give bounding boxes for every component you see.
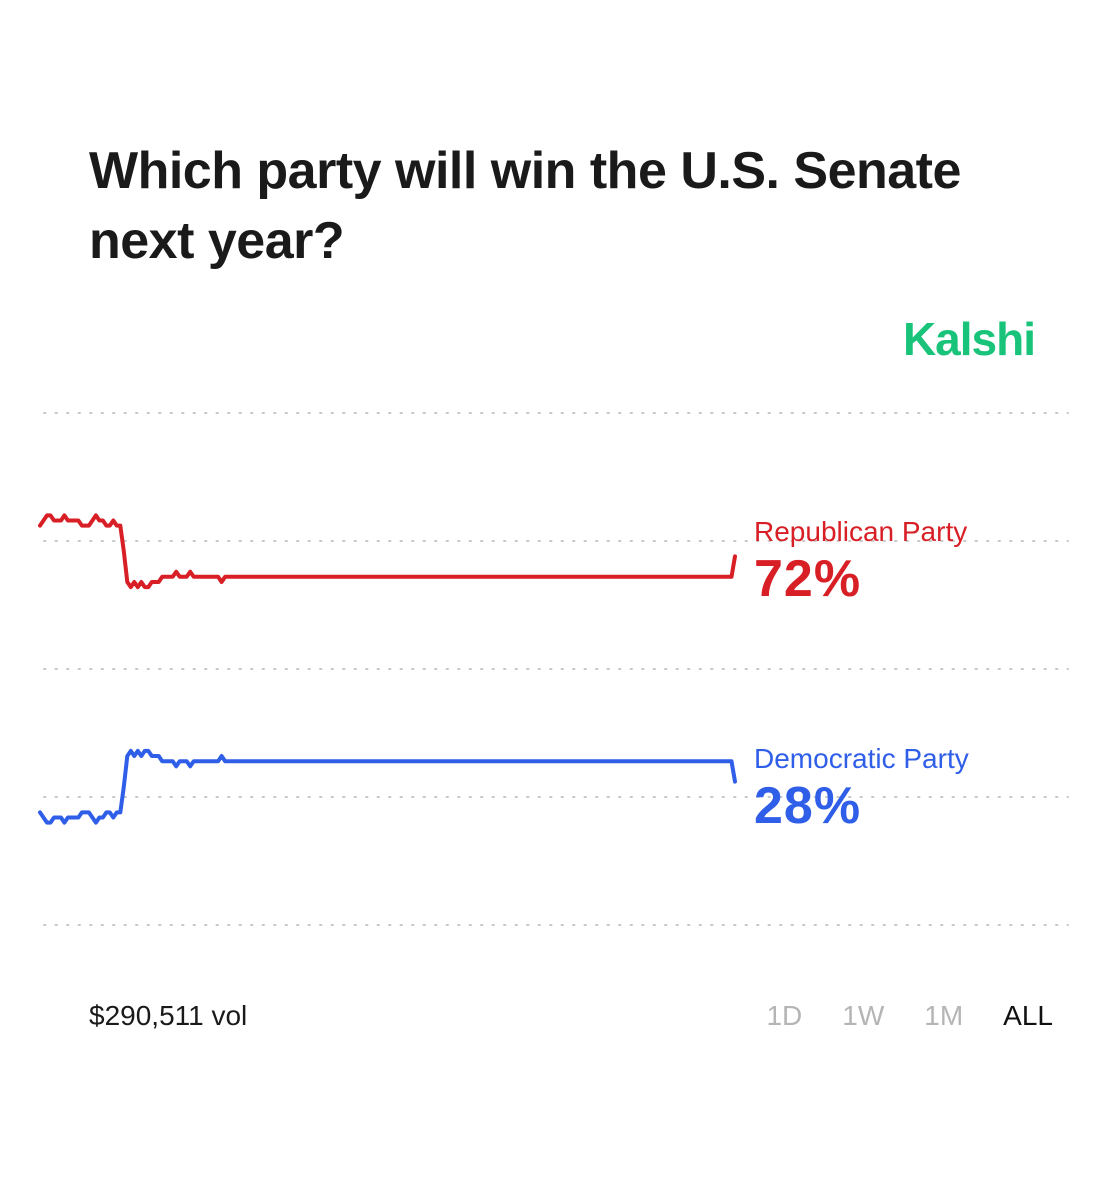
range-1m-button[interactable]: 1M xyxy=(924,1000,964,1031)
range-1w-button[interactable]: 1W xyxy=(842,1000,885,1031)
trading-volume: $290,511 vol xyxy=(89,1000,248,1031)
time-range-selector: 1D 1W 1M ALL xyxy=(726,1000,1053,1032)
republican-series-label: Republican Party xyxy=(754,516,968,547)
republican-series-value: 72% xyxy=(754,550,862,608)
democratic-series-value: 28% xyxy=(754,777,862,835)
kalshi-logo: Kalshi xyxy=(902,313,1036,365)
range-1d-button[interactable]: 1D xyxy=(766,1000,803,1031)
democratic-series-line xyxy=(38,748,737,825)
market-question: Which party will win the U.S. Senate nex… xyxy=(89,142,961,270)
range-all-button[interactable]: ALL xyxy=(1003,1000,1053,1031)
chart-footer: $290,511 vol 1D 1W 1M ALL xyxy=(89,996,1053,1036)
chart-gridlines xyxy=(43,412,1069,926)
democratic-series-label: Democratic Party xyxy=(754,743,969,774)
republican-series-line xyxy=(38,513,737,590)
price-chart xyxy=(38,412,1069,926)
